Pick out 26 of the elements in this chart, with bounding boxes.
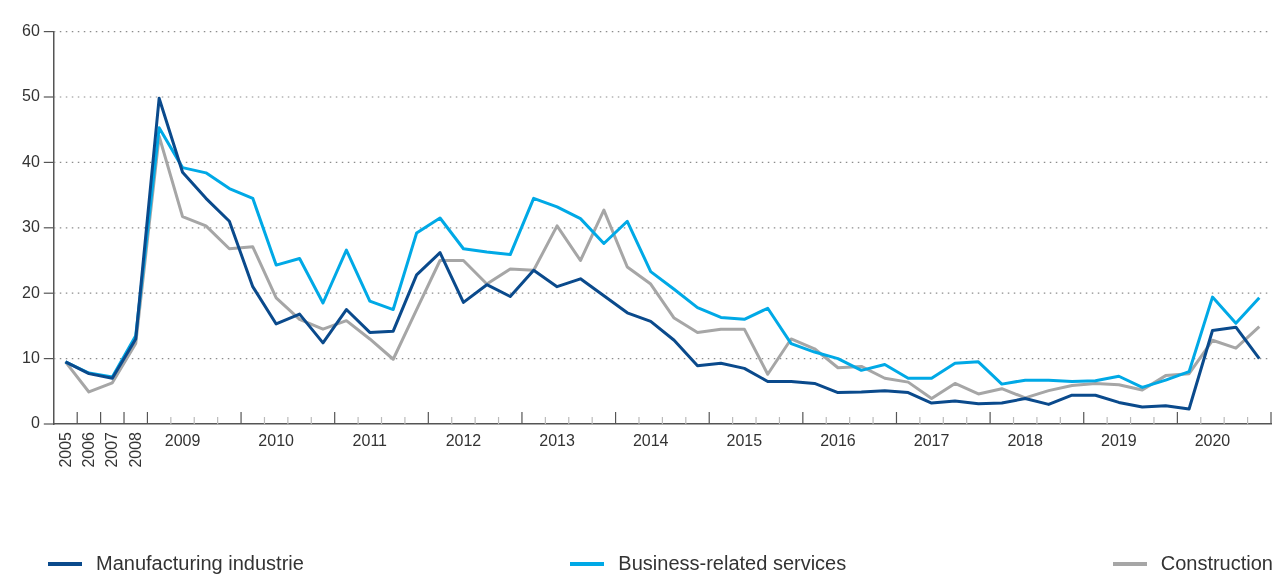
x-tick-label: 2006 [79, 432, 98, 468]
x-tick-label: 2012 [445, 432, 482, 450]
x-tick-label: 2019 [1101, 432, 1137, 450]
x-tick-label: 2017 [913, 432, 950, 450]
x-tick-label: 2016 [820, 432, 856, 450]
y-tick-label: 0 [30, 414, 40, 432]
x-tick-label: 2010 [258, 432, 294, 450]
x-tick-label: 2008 [126, 432, 145, 468]
y-tick-label: 20 [22, 283, 40, 301]
x-tick-label: 2009 [164, 432, 201, 450]
legend-label: Construction [1160, 552, 1273, 575]
x-tick-label: 2011 [352, 432, 387, 450]
x-tick-label: 2015 [726, 432, 763, 450]
x-tick-label: 2018 [1007, 432, 1043, 450]
legend-label: Manufacturing industrie [96, 552, 304, 575]
x-tick-label: 2020 [1194, 432, 1231, 450]
y-tick-label: 60 [22, 22, 40, 40]
y-tick-label: 10 [22, 349, 40, 367]
y-tick-label: 50 [22, 87, 40, 105]
y-tick-label: 40 [22, 152, 40, 170]
x-tick-label: 2007 [103, 432, 122, 468]
y-tick-label: 30 [22, 218, 40, 236]
legend-label: Business-related services [618, 552, 847, 575]
x-tick-label: 2013 [539, 432, 575, 450]
x-tick-label: 2014 [632, 432, 669, 450]
x-tick-label: 2005 [56, 432, 75, 468]
